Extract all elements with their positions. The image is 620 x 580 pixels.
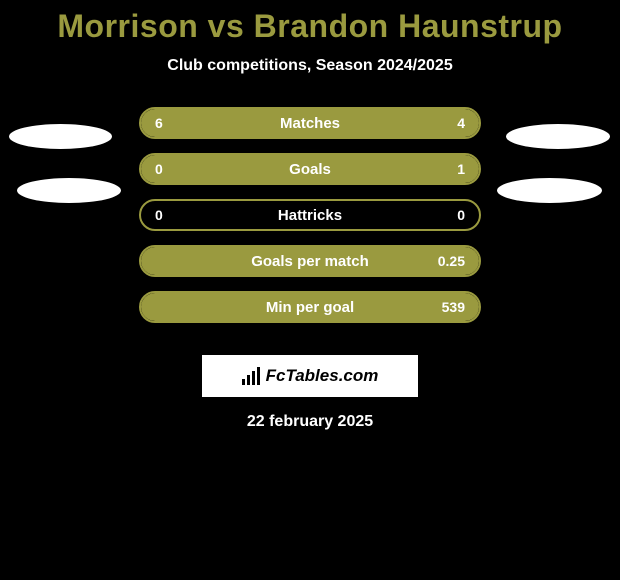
badge-label: FcTables.com: [266, 366, 379, 386]
page-title: Morrison vs Brandon Haunstrup: [57, 8, 562, 45]
date-label: 22 february 2025: [247, 413, 373, 431]
stat-label: Min per goal: [141, 299, 479, 316]
stat-label: Goals: [141, 161, 479, 178]
subtitle: Club competitions, Season 2024/2025: [167, 57, 452, 75]
stat-row-goals: 0 Goals 1: [139, 153, 481, 185]
stat-right-value: 0.25: [438, 253, 465, 269]
stat-label: Matches: [141, 115, 479, 132]
decorative-ellipse: [506, 124, 610, 149]
decorative-ellipse: [497, 178, 602, 203]
stat-row-matches: 6 Matches 4: [139, 107, 481, 139]
stat-label: Hattricks: [141, 207, 479, 224]
stat-right-value: 1: [457, 161, 465, 177]
badge-text: FcTables.com: [242, 366, 379, 386]
decorative-ellipse: [17, 178, 121, 203]
stat-right-value: 539: [442, 299, 465, 315]
stat-label: Goals per match: [141, 253, 479, 270]
stat-right-value: 4: [457, 115, 465, 131]
comparison-card: Morrison vs Brandon Haunstrup Club compe…: [0, 0, 620, 431]
stat-row-gpm: Goals per match 0.25: [139, 245, 481, 277]
source-badge: FcTables.com: [202, 355, 418, 397]
decorative-ellipse: [9, 124, 112, 149]
stat-row-mpg: Min per goal 539: [139, 291, 481, 323]
bar-chart-icon: [242, 367, 260, 385]
stat-row-hattricks: 0 Hattricks 0: [139, 199, 481, 231]
stat-right-value: 0: [457, 207, 465, 223]
